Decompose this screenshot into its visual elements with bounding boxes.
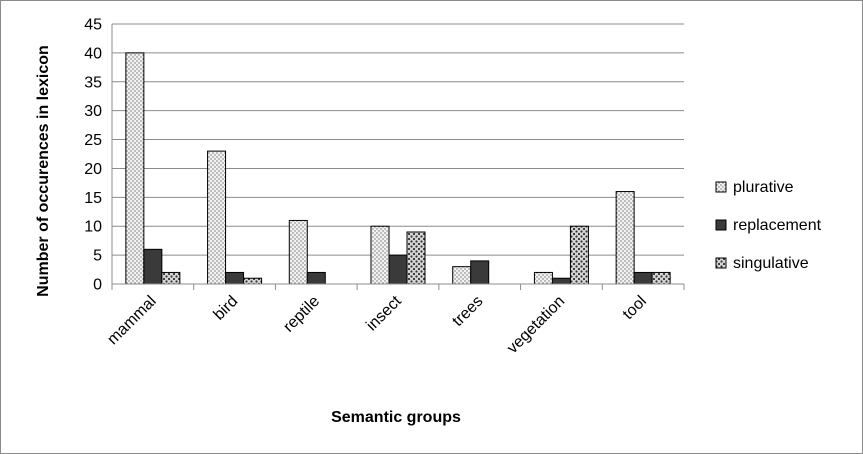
y-tick-label: 10 [84, 219, 102, 236]
legend-label-plurative: plurative [733, 179, 794, 196]
y-tick-label: 15 [84, 190, 102, 207]
y-tick-label: 35 [84, 74, 102, 91]
bar-plurative-insect [370, 225, 390, 285]
bar-replacement-vegetation [551, 277, 571, 285]
bar-replacement-trees [470, 260, 490, 285]
gridlines [112, 23, 684, 256]
bar-plurative-vegetation [533, 271, 553, 285]
y-tick-label: 0 [93, 277, 102, 294]
y-tick-label: 5 [93, 248, 102, 265]
x-tick-label: bird [211, 293, 242, 324]
axes: 0 5 10 15 20 25 30 35 40 45 mammal bird reptile insec… [84, 17, 685, 357]
legend-swatch-replacement [715, 219, 727, 231]
legend-swatch-plurative [715, 181, 727, 193]
bar-replacement-tool [633, 271, 653, 285]
bar-plurative-mammal [125, 52, 145, 285]
y-tick-label: 45 [84, 17, 102, 34]
y-axis-title: Number of occurences in lexicon [35, 45, 52, 297]
x-tick-label: vegetation [504, 293, 568, 357]
x-axis-title: Semantic groups [331, 409, 461, 426]
bar-singulative-insect [406, 231, 426, 285]
bar-replacement-insect [388, 254, 408, 285]
bar-singulative-bird [243, 277, 263, 285]
x-tick-label: insect [363, 292, 405, 334]
y-tick-label: 30 [84, 103, 102, 120]
bar-singulative-mammal [161, 271, 181, 285]
bars [125, 52, 671, 285]
bar-plurative-reptile [288, 219, 308, 285]
x-tick-label: reptile [280, 293, 323, 336]
bar-replacement-mammal [143, 248, 163, 285]
legend-label-replacement: replacement [733, 217, 822, 234]
bar-singulative-tool [651, 271, 671, 285]
y-tick-label: 25 [84, 132, 102, 149]
bar-plurative-tool [615, 191, 635, 285]
bar-replacement-bird [225, 271, 245, 285]
y-tick-label: 40 [84, 45, 102, 62]
x-tick-label: mammal [104, 293, 159, 348]
bar-singulative-vegetation [569, 225, 589, 285]
bar-plurative-trees [452, 266, 472, 285]
legend: plurative replacement singulative [715, 179, 822, 272]
y-tick-label: 20 [84, 161, 102, 178]
legend-swatch-singulative [715, 257, 727, 269]
legend-label-singulative: singulative [733, 255, 809, 272]
x-tick-label: tool [620, 293, 650, 323]
bar-replacement-reptile [306, 271, 326, 285]
bar-plurative-bird [207, 150, 227, 285]
x-tick-label: trees [449, 293, 486, 330]
